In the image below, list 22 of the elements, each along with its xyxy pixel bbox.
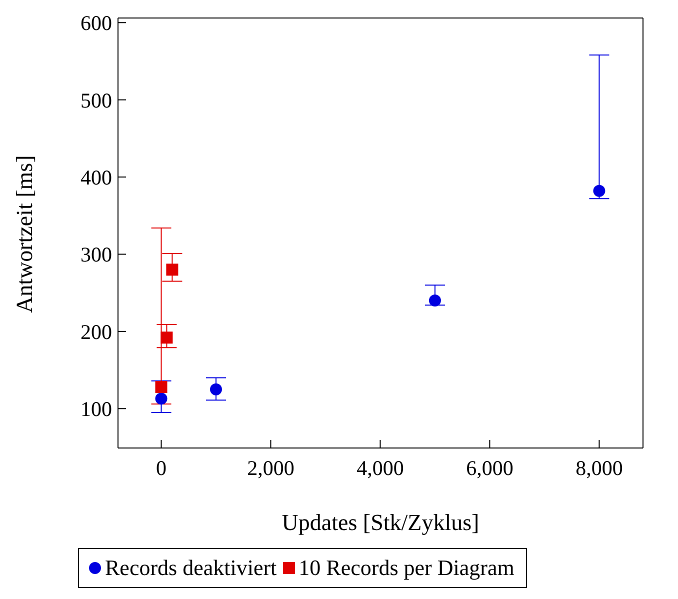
x-tick-label: 6,000 [466, 456, 514, 480]
y-tick-label: 100 [80, 397, 112, 422]
point [166, 264, 178, 276]
y-tick-label: 600 [80, 11, 112, 36]
y-tick-label: 500 [80, 88, 112, 112]
y-tick-label: 400 [80, 165, 112, 190]
x-tick-label: 4,000 [356, 456, 404, 480]
x-tick-label: 0 [156, 456, 166, 480]
point [160, 332, 173, 344]
legend-label: 10 Records per Diagram [298, 555, 514, 581]
point [155, 392, 168, 405]
y-tick-label: 300 [80, 242, 112, 267]
y-axis-title: Antwortzeit [ms] [12, 155, 38, 313]
point [155, 381, 168, 394]
x-axis-title: Updates [Stk/Zyklus] [282, 510, 480, 535]
point [428, 294, 441, 307]
y-tick-label: 200 [80, 320, 112, 344]
x-tick-label: 2,000 [247, 456, 294, 480]
legend-label: Records deaktiviert [104, 555, 277, 581]
x-tick-label: 8,000 [576, 456, 623, 480]
point [593, 184, 606, 197]
point [210, 383, 222, 396]
